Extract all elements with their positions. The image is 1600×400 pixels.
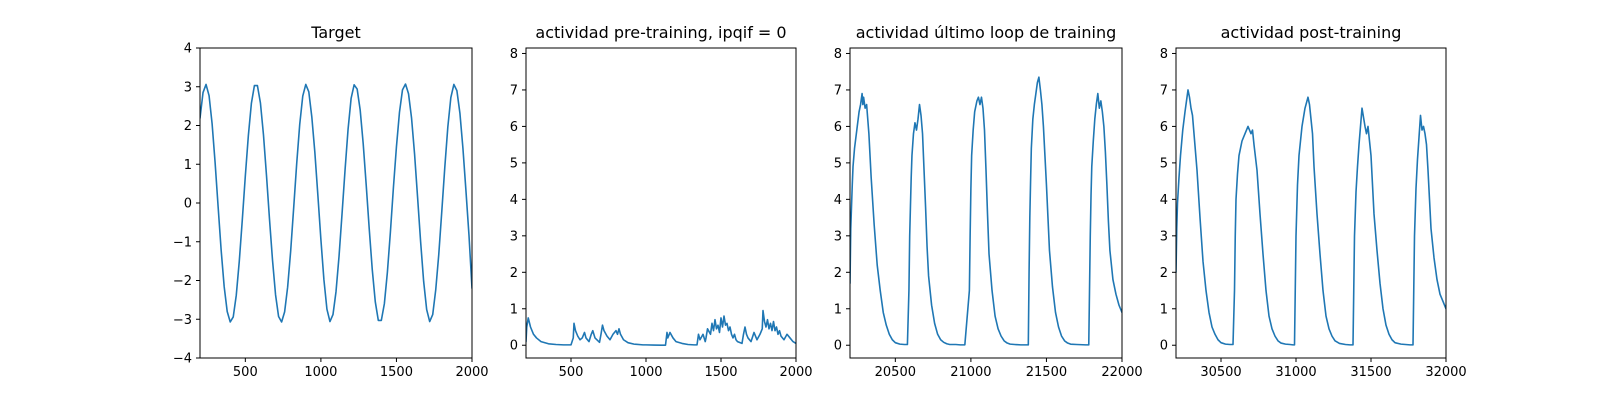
x-tick-label: 1500 (704, 365, 737, 380)
y-tick-label: 4 (510, 193, 518, 208)
x-tick-label: 1000 (304, 365, 337, 380)
y-tick-label: 8 (1160, 47, 1168, 62)
y-tick-label: 0 (834, 339, 842, 354)
chart-title: Target (310, 23, 361, 42)
y-tick-label: 6 (834, 120, 842, 135)
chart-panel-3: 20500 21000 21500 22000 0 1 2 3 4 5 6 7 8 actividad ú… (834, 23, 1143, 380)
y-tick-label: 0 (184, 197, 192, 212)
y-tick-label: 4 (1160, 193, 1168, 208)
y-tick-label: 1 (184, 158, 192, 173)
x-tick-label: 1500 (380, 365, 413, 380)
x-tick-label: 2000 (779, 365, 812, 380)
y-tick-label: −3 (173, 313, 192, 328)
axes-frame (1175, 47, 1447, 359)
y-tick-label: 4 (184, 42, 192, 57)
x-tick-label: 21500 (1026, 365, 1067, 380)
chart-panel-1: 500 1000 1500 2000 −4 −3 −2 −1 0 1 2 3 4 Target (173, 23, 489, 380)
y-tick-label: 3 (510, 229, 518, 244)
y-tick-label: 2 (1160, 266, 1168, 281)
y-tick-label: 0 (1160, 339, 1168, 354)
x-tick-label: 20500 (875, 365, 916, 380)
y-tick-label: 5 (834, 156, 842, 171)
x-tick-label: 30500 (1200, 365, 1241, 380)
y-tick-label: 6 (1160, 120, 1168, 135)
axes-frame (199, 47, 473, 359)
data-line (200, 83, 472, 323)
y-tick-label: −2 (173, 274, 192, 289)
y-tick-label: 1 (1160, 302, 1168, 317)
chart-title: actividad último loop de training (856, 23, 1117, 42)
axes-frame (525, 47, 797, 359)
chart-panel-4: 30500 31000 31500 32000 0 1 2 3 4 5 6 7 8 actividad p… (1160, 23, 1467, 380)
y-tick-label: 5 (1160, 156, 1168, 171)
x-tick-label: 500 (559, 365, 584, 380)
y-tick-label: 1 (834, 302, 842, 317)
y-tick-label: −4 (173, 352, 192, 367)
x-tick-label: 21000 (950, 365, 991, 380)
y-tick-label: 7 (1160, 83, 1168, 98)
y-tick-label: −1 (173, 235, 192, 250)
x-tick-label: 1000 (629, 365, 662, 380)
chart-title: actividad post-training (1221, 23, 1402, 42)
y-tick-label: 2 (834, 266, 842, 281)
y-tick-label: 6 (510, 120, 518, 135)
chart-title: actividad pre-training, ipqif = 0 (535, 23, 786, 42)
x-tick-label: 2000 (455, 365, 488, 380)
y-tick-label: 8 (834, 47, 842, 62)
data-line (850, 76, 1122, 346)
y-tick-label: 1 (510, 302, 518, 317)
x-tick-label: 22000 (1101, 365, 1142, 380)
x-tick-label: 32000 (1425, 365, 1466, 380)
y-tick-label: 2 (510, 266, 518, 281)
x-tick-label: 31500 (1350, 365, 1391, 380)
data-line (526, 309, 796, 346)
chart-panel-2: 500 1000 1500 2000 0 1 2 3 4 5 6 7 8 actividad pre-tr… (510, 23, 813, 380)
y-tick-label: 7 (834, 83, 842, 98)
x-tick-label: 31000 (1275, 365, 1316, 380)
y-tick-label: 4 (834, 193, 842, 208)
axes-frame (849, 47, 1123, 359)
data-line (1176, 89, 1446, 346)
y-tick-label: 3 (834, 229, 842, 244)
x-tick-label: 500 (233, 365, 258, 380)
y-tick-label: 8 (510, 47, 518, 62)
y-tick-label: 5 (510, 156, 518, 171)
y-tick-label: 3 (1160, 229, 1168, 244)
y-tick-label: 2 (184, 119, 192, 134)
y-tick-label: 0 (510, 339, 518, 354)
y-tick-label: 3 (184, 80, 192, 95)
y-tick-label: 7 (510, 83, 518, 98)
